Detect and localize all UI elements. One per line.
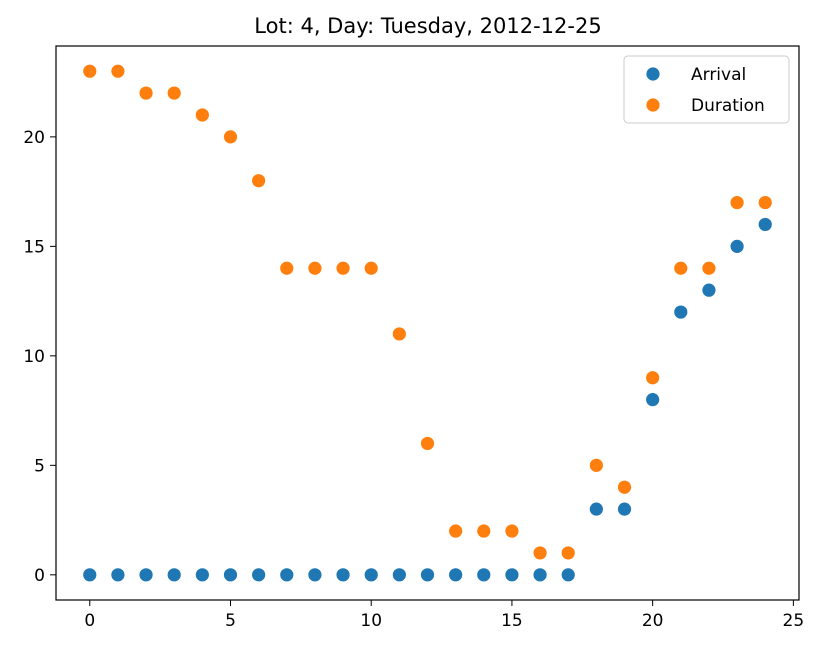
duration-point [252,174,266,188]
arrival-point [617,502,632,516]
duration-point [308,261,322,275]
series-arrival [83,217,772,582]
x-tick-label: 25 [783,611,805,631]
legend-marker-duration [646,98,660,112]
arrival-point [702,283,716,297]
arrival-point [252,568,266,582]
x-tick-label: 5 [225,611,236,631]
legend: Arrival Duration [623,55,790,124]
y-tick-label: 5 [34,456,45,476]
arrival-point [280,568,294,582]
legend-label-arrival: Arrival [691,65,746,85]
duration-point [758,195,772,210]
arrival-point [477,568,491,582]
y-tick-label: 10 [23,347,45,367]
y-tick-label: 20 [23,128,45,148]
duration-point [83,64,97,78]
y-tick-label: 15 [23,237,45,257]
arrival-point [646,393,660,407]
duration-point [617,480,632,494]
duration-point [674,261,688,275]
duration-point [505,524,519,538]
series-duration [83,64,772,560]
arrival-point [392,568,406,582]
arrival-point [195,568,209,582]
arrival-point [505,568,519,582]
legend-marker-arrival [646,67,660,81]
duration-point [223,130,238,144]
arrival-point [167,568,181,582]
marks-layer [83,64,772,582]
arrival-point [223,568,238,582]
duration-point [477,524,491,538]
duration-point [111,64,125,78]
arrival-point [139,568,153,582]
arrival-point [83,568,97,582]
arrival-point [533,568,547,582]
arrival-point [449,568,463,582]
x-tick-label: 10 [360,611,382,631]
duration-point [449,524,463,538]
arrival-point [336,568,350,582]
arrival-point [561,568,575,582]
duration-point [533,546,547,560]
ticks-layer: 0 5 10 15 20 25 0 5 10 15 20 [23,128,804,631]
duration-point [280,261,294,275]
duration-point [589,458,603,472]
arrival-point [364,568,378,582]
arrival-point [420,568,435,582]
duration-point [646,371,660,385]
y-tick-label: 0 [34,566,45,586]
x-tick-label: 15 [501,611,523,631]
duration-point [167,86,181,100]
duration-point [139,86,153,100]
arrival-point [111,568,125,582]
plot-frame [55,45,800,601]
duration-point [420,436,435,451]
x-tick-label: 20 [642,611,664,631]
x-tick-label: 0 [84,611,95,631]
arrival-point [758,217,772,232]
duration-point [336,261,350,275]
duration-point [392,327,406,341]
legend-label-duration: Duration [691,96,765,116]
arrival-point [589,502,603,516]
duration-point [364,261,378,275]
duration-point [702,261,716,275]
arrival-point [730,239,744,253]
chart-title: Lot: 4, Day: Tuesday, 2012-12-25 [254,14,601,38]
duration-point [730,195,744,210]
legend-box [623,55,790,124]
arrival-point [674,305,688,319]
duration-point [195,108,209,122]
arrival-point [308,568,322,582]
duration-point [561,546,575,560]
